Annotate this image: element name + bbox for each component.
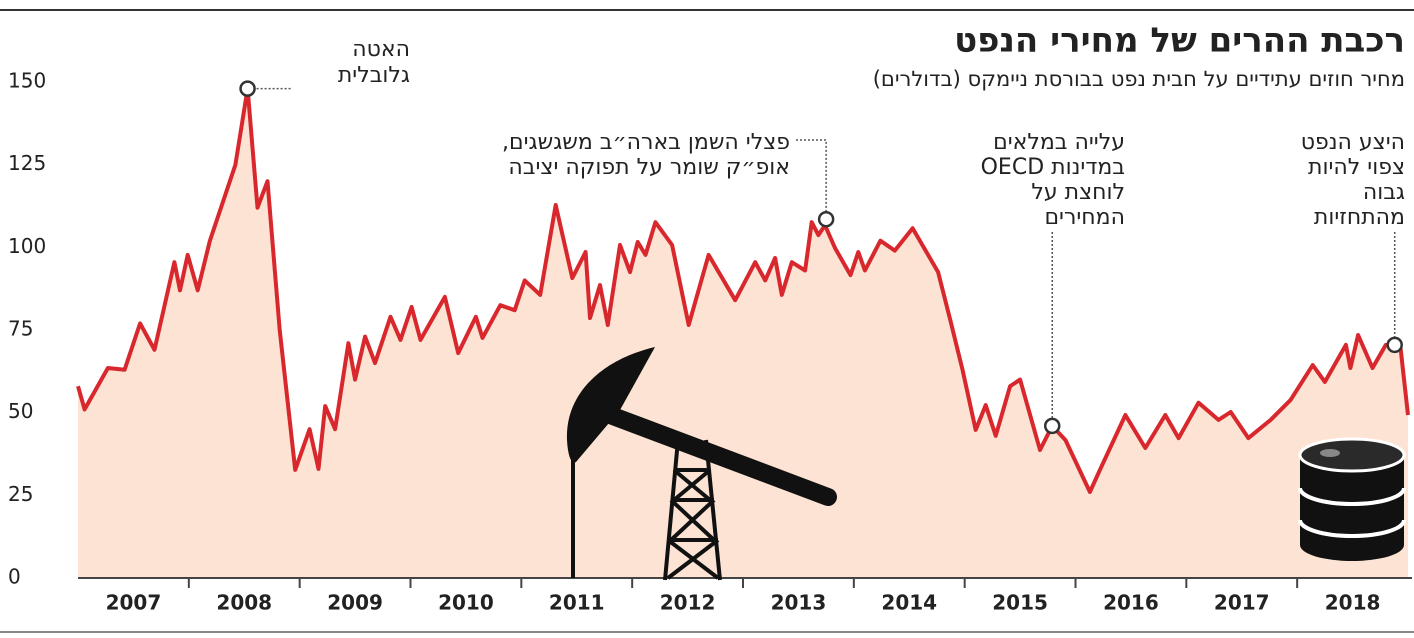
price-line — [76, 86, 1410, 494]
annotation-leader — [796, 139, 827, 212]
chart-subtitle: מחיר חוזים עתידיים על חבית נפט בבורסת ני… — [873, 67, 1405, 91]
annotation-text: עלייה במלאים — [993, 130, 1125, 155]
x-tick-label: 2017 — [1214, 591, 1270, 615]
y-tick-label: 150 — [8, 69, 46, 93]
y-tick-label: 50 — [8, 399, 33, 423]
annotation-text: גלובלית — [338, 63, 410, 88]
y-tick-label: 0 — [8, 565, 21, 589]
y-tick-label: 25 — [8, 482, 33, 506]
y-tick-label: 100 — [8, 234, 46, 258]
x-tick-label: 2013 — [771, 591, 827, 615]
x-tick-label: 2016 — [1103, 591, 1159, 615]
x-tick-label: 2007 — [106, 591, 162, 615]
barrel-icon — [1298, 437, 1406, 561]
annotation-text: המחירים — [1044, 205, 1125, 230]
x-tick-label: 2011 — [549, 591, 605, 615]
annotation-marker — [1043, 417, 1061, 435]
x-tick-label: 2010 — [438, 591, 494, 615]
annotation-text: אופ״ק שומר על תפוקה יציבה — [508, 155, 790, 180]
x-tick-label: 2018 — [1325, 591, 1381, 615]
x-tick-label: 2012 — [660, 591, 716, 615]
x-tick-label: 2008 — [216, 591, 272, 615]
x-tick-label: 2015 — [992, 591, 1048, 615]
annotation-text: במדינות OECD — [981, 155, 1125, 180]
annotation-text: גבוה — [1363, 180, 1405, 205]
annotation-marker — [239, 80, 256, 97]
annotation-marker — [817, 210, 835, 228]
plot-area: 0 25 50 75 100 125 150 2007 2008 2009 2010 2011 2012… — [8, 69, 1412, 615]
annotation-text: צפוי להיות — [1308, 155, 1405, 180]
annotation-text: היצע הנפט — [1301, 130, 1405, 155]
annotation-text: פצלי השמן בארה״ב משגשגים, — [502, 130, 790, 155]
y-tick-label: 75 — [8, 317, 33, 341]
y-tick-label: 125 — [8, 151, 46, 175]
x-tick-label: 2009 — [327, 591, 383, 615]
annotation-text: האטה — [352, 37, 410, 62]
annotation-text: מהתחזיות — [1314, 205, 1405, 230]
area-fill — [78, 88, 1408, 578]
annotation-marker — [1386, 336, 1403, 354]
annotation-text: לוחצת על — [1031, 180, 1125, 205]
chart-title: רכבת ההרים של מחירי הנפט — [954, 21, 1405, 61]
x-tick-label: 2014 — [881, 591, 937, 615]
pumpjack-icon — [566, 347, 837, 581]
